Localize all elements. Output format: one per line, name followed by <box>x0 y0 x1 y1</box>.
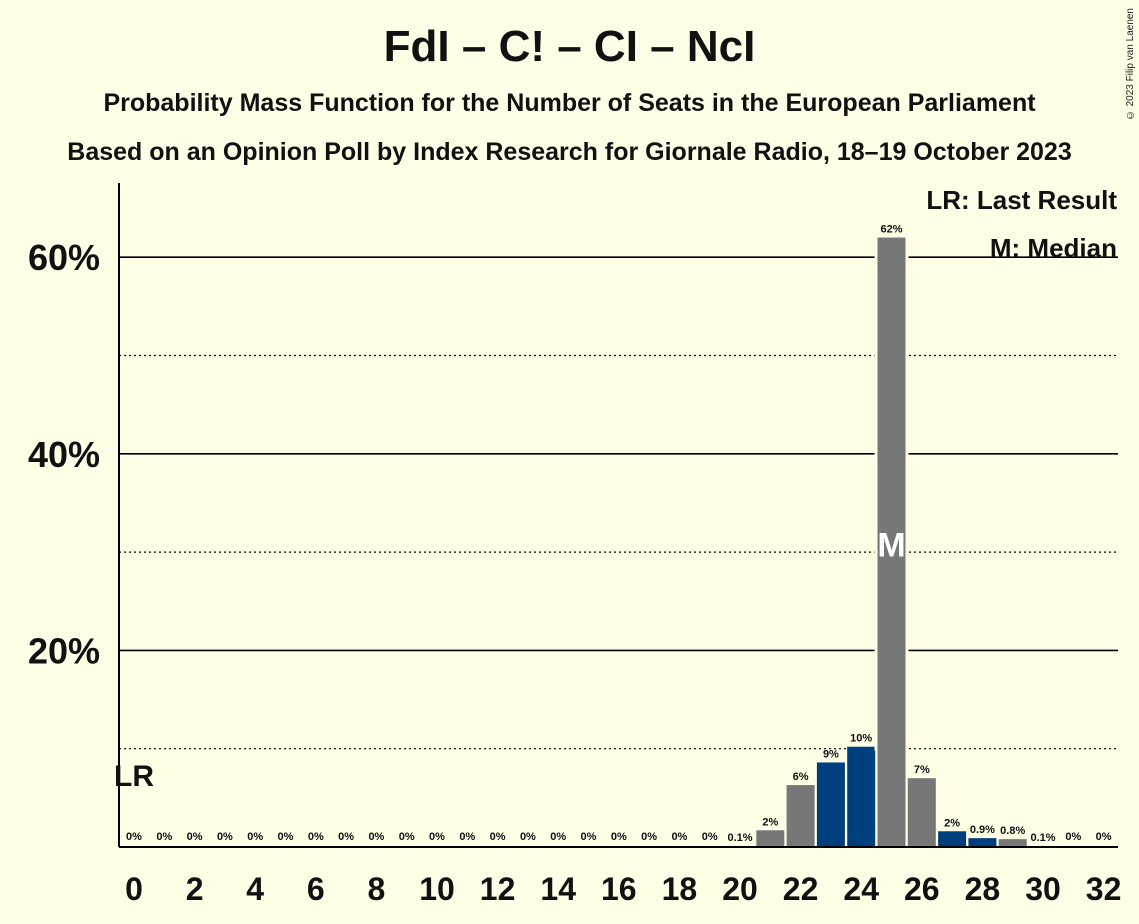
data-label: 0% <box>368 831 384 843</box>
legend-median: M: Median <box>990 233 1117 263</box>
data-label: 0% <box>278 831 294 843</box>
x-tick-label: 22 <box>783 871 819 907</box>
data-label: 0.1% <box>727 832 752 844</box>
bar-seat-27 <box>938 831 967 847</box>
bar-seat-25 <box>877 237 906 848</box>
x-tick-label: 2 <box>186 871 204 907</box>
bar-seat-28 <box>968 838 997 847</box>
x-tick-label: 10 <box>419 871 455 907</box>
x-tick-label: 30 <box>1025 871 1061 907</box>
x-tick-label: 28 <box>965 871 1001 907</box>
bar-seat-26 <box>907 778 936 847</box>
data-label: 7% <box>914 764 930 776</box>
gridline-gap <box>905 353 909 358</box>
data-label: 62% <box>880 224 902 236</box>
data-label: 0% <box>247 831 263 843</box>
gridline-gap <box>874 353 878 358</box>
data-label: 0% <box>399 831 415 843</box>
data-label: 0% <box>156 831 172 843</box>
bar-seat-21 <box>756 830 785 847</box>
data-label: 0% <box>702 831 718 843</box>
chart-title: FdI – C! – CI – NcI <box>383 22 756 71</box>
x-tick-label: 26 <box>904 871 940 907</box>
x-tick-label: 14 <box>540 871 576 907</box>
x-tick-label: 18 <box>662 871 698 907</box>
x-tick-label: 12 <box>480 871 516 907</box>
data-label: 0% <box>338 831 354 843</box>
chart-subtitle: Probability Mass Function for the Number… <box>103 89 1036 117</box>
y-tick-label: 20% <box>28 630 100 671</box>
chart-subtitle-source: Based on an Opinion Poll by Index Resear… <box>67 138 1072 166</box>
gridline-gap <box>905 550 909 555</box>
data-label: 0% <box>611 831 627 843</box>
data-label: 10% <box>850 733 872 745</box>
data-label: 0% <box>187 831 203 843</box>
x-tick-label: 32 <box>1086 871 1122 907</box>
data-label: 0% <box>550 831 566 843</box>
data-label: 0% <box>1065 831 1081 843</box>
data-label: 0.1% <box>1030 832 1055 844</box>
gridline-gap <box>874 255 878 260</box>
bar-seat-23 <box>816 762 845 847</box>
y-tick-label: 40% <box>28 434 100 475</box>
median-marker: M <box>877 526 905 564</box>
data-label: 0% <box>217 831 233 843</box>
data-label: 0% <box>1096 831 1112 843</box>
data-label: 6% <box>793 771 809 783</box>
data-label: 0% <box>429 831 445 843</box>
legend-last-result: LR: Last Result <box>926 185 1117 215</box>
x-tick-label: 20 <box>722 871 758 907</box>
gridline-gap <box>905 451 909 456</box>
data-label: 2% <box>944 817 960 829</box>
bar-seat-22 <box>786 785 815 847</box>
bar-seat-29 <box>998 839 1027 847</box>
data-label: 0% <box>520 831 536 843</box>
data-label: 0% <box>459 831 475 843</box>
x-tick-label: 24 <box>843 871 879 907</box>
x-tick-label: 4 <box>246 871 264 907</box>
data-label: 0.8% <box>1000 825 1025 837</box>
data-label: 9% <box>823 748 839 760</box>
gridline-gap <box>905 255 909 260</box>
x-tick-label: 6 <box>307 871 325 907</box>
gridline-gap <box>874 746 878 751</box>
y-tick-label: 60% <box>28 237 100 278</box>
data-label: 0% <box>490 831 506 843</box>
data-label: 2% <box>762 816 778 828</box>
data-label: 0.9% <box>970 824 995 836</box>
gridline-gap <box>905 648 909 653</box>
data-label: 0% <box>641 831 657 843</box>
gridline-gap <box>874 550 878 555</box>
gridline-gap <box>874 451 878 456</box>
bar-seat-24 <box>847 746 876 847</box>
data-label: 0% <box>126 831 142 843</box>
last-result-marker: LR <box>114 760 154 793</box>
data-label: 0% <box>581 831 597 843</box>
gridline-gap <box>905 746 909 751</box>
x-tick-label: 16 <box>601 871 637 907</box>
x-tick-label: 8 <box>368 871 386 907</box>
data-label: 0% <box>308 831 324 843</box>
data-label: 0% <box>671 831 687 843</box>
x-tick-label: 0 <box>125 871 143 907</box>
gridline-gap <box>874 648 878 653</box>
